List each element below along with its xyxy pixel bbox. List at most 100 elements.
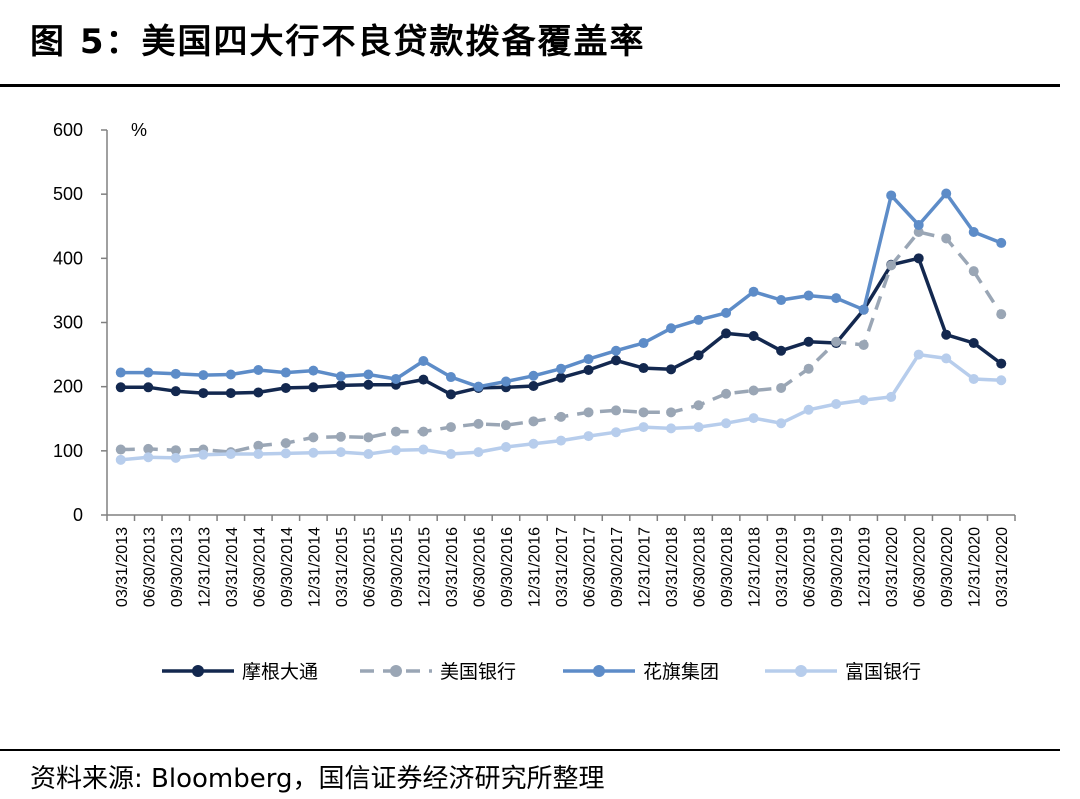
series-3-point: [556, 435, 566, 446]
series-1-point: [556, 411, 566, 422]
series-3-point: [473, 447, 484, 458]
series-0-point: [748, 330, 759, 341]
series-1-point: [858, 339, 869, 350]
legend-label-1: 美国银行: [440, 661, 516, 683]
series-0-point: [363, 379, 374, 390]
x-tick-label: 03/31/2013: [114, 527, 131, 607]
y-tick-label: 100: [53, 441, 83, 461]
series-0-point: [721, 328, 732, 339]
series-3-point: [143, 452, 154, 463]
series-2-point: [941, 188, 952, 199]
series-1-point: [280, 438, 291, 449]
series-2-point: [308, 365, 319, 376]
series-3-point: [693, 422, 704, 433]
x-tick-label: 09/30/2019: [829, 527, 846, 607]
series-3-point: [225, 449, 236, 460]
series-1-point: [748, 385, 759, 396]
series-0-point: [996, 358, 1007, 369]
series-2-point: [198, 370, 209, 381]
x-tick-label: 12/31/2017: [637, 527, 654, 607]
series-0-point: [335, 380, 346, 391]
series-0-point: [666, 364, 677, 375]
figure-title: 图 5：美国四大行不良贷款拨备覆盖率: [30, 22, 646, 62]
series-2-point: [886, 190, 897, 201]
series-0-point: [528, 381, 539, 392]
x-tick-label: 03/31/2014: [224, 527, 241, 607]
x-tick-label: 12/31/2015: [416, 527, 433, 607]
series-0-point: [611, 355, 622, 366]
series-2-point: [776, 295, 787, 306]
series-1-point: [143, 443, 154, 454]
x-tick-label: 12/31/2013: [196, 527, 213, 607]
x-tick-label: 09/30/2017: [609, 527, 626, 607]
series-0-point: [198, 388, 209, 399]
series-3-point: [941, 353, 952, 364]
series-1-point: [253, 440, 264, 451]
series-2-point: [638, 338, 649, 349]
series-line-2: [120, 191, 1002, 389]
series-1-point: [445, 422, 456, 433]
y-tick-label: 0: [73, 505, 83, 525]
series-0-point: [418, 374, 429, 385]
x-tick-label: 03/31/2020: [884, 527, 901, 607]
y-tick-label: 600: [53, 120, 83, 140]
series-1-point: [776, 382, 787, 393]
series-0-point: [170, 386, 181, 397]
source-note: 资料来源: Bloomberg，国信证券经济研究所整理: [30, 764, 605, 794]
series-2-point: [858, 304, 869, 315]
x-tick-label: 12/31/2018: [747, 527, 764, 607]
series-3-point: [748, 413, 759, 424]
legend-marker-2: [593, 665, 605, 677]
series-1-point: [721, 388, 732, 399]
series-1-point: [996, 309, 1007, 320]
y-tick-label: 300: [53, 313, 83, 333]
series-3-point: [528, 438, 539, 449]
series-1-point: [913, 227, 924, 238]
series-2-point: [913, 219, 924, 230]
x-tick-label: 06/30/2016: [471, 527, 488, 607]
series-2-point: [253, 364, 264, 375]
series-3-point: [198, 449, 209, 460]
series-0-point: [913, 253, 924, 264]
series-3-point: [638, 422, 649, 433]
series-3-point: [996, 375, 1007, 386]
series-2-point: [831, 293, 842, 304]
series-0-point: [638, 363, 649, 374]
series-2-point: [996, 237, 1007, 248]
series-0-point: [115, 382, 126, 393]
x-tick-label: 03/31/2018: [664, 527, 681, 607]
series-3-point: [858, 395, 869, 406]
series-2-point: [500, 376, 511, 387]
series-2-point: [363, 369, 374, 380]
series-1-point: [886, 260, 897, 271]
series-3-point: [500, 441, 511, 452]
series-1-point: [693, 400, 704, 411]
series-2-point: [583, 354, 594, 365]
series-0-point: [253, 387, 264, 398]
legend-label-2: 花旗集团: [643, 661, 719, 683]
x-tick-label: 06/30/2015: [361, 527, 378, 607]
x-tick-label: 03/31/2017: [554, 527, 571, 607]
series-1-point: [611, 405, 622, 416]
series-3-point: [418, 444, 429, 455]
series-3-point: [363, 449, 374, 460]
series-3-point: [968, 373, 979, 384]
series-1-point: [418, 426, 429, 437]
series-1-point: [390, 426, 401, 437]
series-1-point: [528, 416, 539, 427]
series-3-point: [721, 418, 732, 429]
series-2-point: [225, 369, 236, 380]
x-tick-label: 03/31/2020: [994, 527, 1011, 607]
series-2-point: [280, 367, 291, 378]
series-1-point: [583, 407, 594, 418]
line-chart: 0 100 200 300 400 500 600 % 03/31/2013 06/30/2013…: [53, 120, 1016, 683]
x-tick-label: 12/31/2019: [857, 527, 874, 607]
series-1-point: [363, 432, 374, 443]
series-1-point: [115, 444, 126, 455]
series-2-point: [445, 372, 456, 383]
x-tick-label: 06/30/2013: [141, 527, 158, 607]
series-2-point: [693, 314, 704, 325]
series-1-point: [803, 363, 814, 374]
series-2-point: [143, 367, 154, 378]
series-1-point: [500, 420, 511, 431]
